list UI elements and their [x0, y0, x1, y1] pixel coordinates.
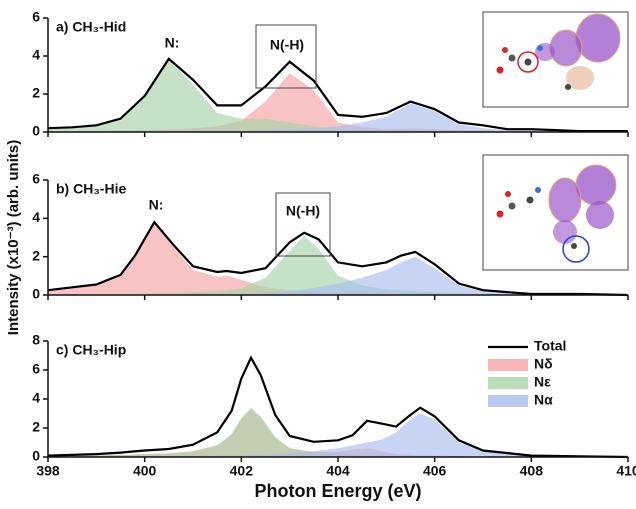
y-tick-label: 6 — [32, 361, 40, 377]
x-tick-label: 406 — [423, 463, 447, 479]
legend-label: Nδ — [534, 356, 553, 372]
legend-swatch — [488, 359, 528, 371]
y-tick-label: 6 — [32, 171, 40, 187]
annotation: N: — [149, 197, 164, 213]
annotation: N: — [165, 35, 180, 51]
legend-label: Nε — [534, 374, 551, 390]
x-tick-label: 400 — [133, 463, 157, 479]
figure: 0 2 4 6 a) CH₃-Hid N: N(-H) 0 2 4 6 b) CH₃-Hie N: N(-… — [0, 0, 636, 504]
annotation: N(-H) — [270, 37, 304, 53]
y-tick-label: 0 — [32, 123, 40, 139]
y-tick-label: 8 — [32, 332, 40, 348]
x-tick-label: 402 — [230, 463, 254, 479]
legend-swatch — [488, 377, 528, 389]
x-tick-label: 410 — [616, 463, 636, 479]
x-tick-label: 398 — [36, 463, 60, 479]
y-axis-label: Intensity (x10⁻³) (arb. units) — [5, 140, 22, 335]
legend-label: Nα — [534, 392, 553, 408]
panel-title: c) CH₃-Hip — [56, 342, 126, 358]
y-tick-label: 0 — [32, 448, 40, 464]
panel-title: a) CH₃-Hid — [56, 19, 126, 35]
y-tick-label: 2 — [32, 247, 40, 263]
panel-title: b) CH₃-Hie — [56, 181, 126, 197]
y-tick-label: 4 — [32, 47, 40, 63]
inset-b — [483, 155, 628, 270]
x-tick-label: 408 — [520, 463, 544, 479]
y-tick-label: 4 — [32, 209, 40, 225]
legend-swatch — [488, 395, 528, 407]
y-tick-label: 2 — [32, 419, 40, 435]
x-axis-label: Photon Energy (eV) — [254, 481, 421, 501]
y-tick-label: 6 — [32, 9, 40, 25]
inset-a — [483, 12, 628, 107]
y-tick-label: 0 — [32, 286, 40, 302]
y-tick-label: 4 — [32, 390, 40, 406]
annotation: N(-H) — [286, 203, 320, 219]
y-tick-label: 2 — [32, 85, 40, 101]
x-tick-label: 404 — [326, 463, 350, 479]
legend-label: Total — [534, 338, 566, 354]
